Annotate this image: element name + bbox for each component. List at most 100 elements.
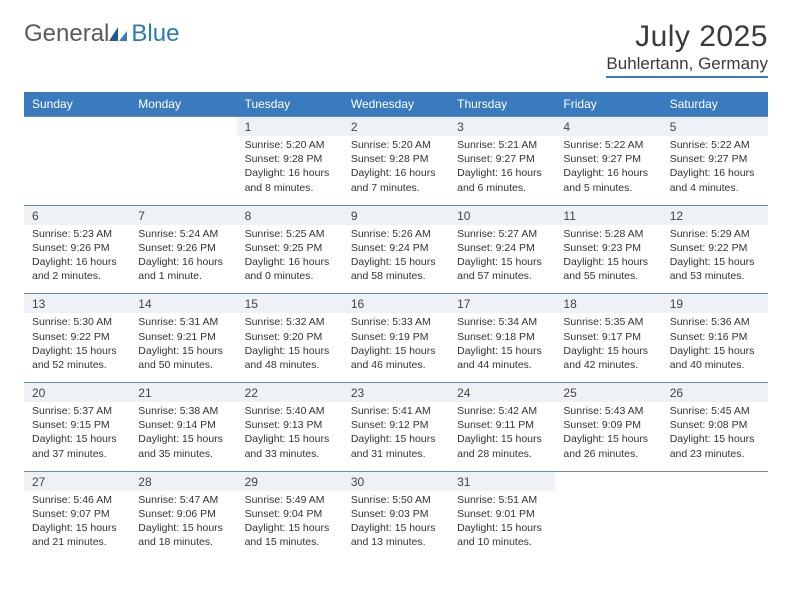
day-number: 26 [662, 383, 768, 403]
day-cell: Sunrise: 5:34 AMSunset: 9:18 PMDaylight:… [449, 313, 555, 382]
day-info-line: Daylight: 15 hours [457, 344, 547, 358]
day-info-line: and 42 minutes. [563, 358, 653, 372]
day-number: 29 [237, 471, 343, 491]
day-info-line: Sunrise: 5:41 AM [351, 404, 441, 418]
day-info-line: Sunset: 9:17 PM [563, 330, 653, 344]
day-cell [555, 491, 661, 560]
day-info-line: Sunset: 9:13 PM [245, 418, 335, 432]
day-cell: Sunrise: 5:51 AMSunset: 9:01 PMDaylight:… [449, 491, 555, 560]
day-cell: Sunrise: 5:26 AMSunset: 9:24 PMDaylight:… [343, 225, 449, 294]
day-cell [662, 491, 768, 560]
day-info-line: Sunrise: 5:31 AM [138, 315, 228, 329]
day-info-line: Sunrise: 5:47 AM [138, 493, 228, 507]
day-number: 8 [237, 205, 343, 225]
day-info-line: and 15 minutes. [245, 535, 335, 549]
day-info-line: and 13 minutes. [351, 535, 441, 549]
day-info-line: Daylight: 15 hours [138, 432, 228, 446]
day-number: 24 [449, 383, 555, 403]
day-info-line: Daylight: 15 hours [351, 344, 441, 358]
day-number: 30 [343, 471, 449, 491]
day-info-line: Sunrise: 5:35 AM [563, 315, 653, 329]
day-info-line: Sunset: 9:07 PM [32, 507, 122, 521]
day-cell: Sunrise: 5:33 AMSunset: 9:19 PMDaylight:… [343, 313, 449, 382]
day-info-line: Sunset: 9:15 PM [32, 418, 122, 432]
day-info-line: Sunrise: 5:22 AM [563, 138, 653, 152]
day-info-line: and 21 minutes. [32, 535, 122, 549]
day-cell: Sunrise: 5:32 AMSunset: 9:20 PMDaylight:… [237, 313, 343, 382]
day-info-line: and 58 minutes. [351, 269, 441, 283]
day-info-line: Sunrise: 5:27 AM [457, 227, 547, 241]
day-number-row: 6789101112 [24, 205, 768, 225]
day-number [555, 471, 661, 491]
logo-sail-icon [107, 25, 129, 43]
day-cell: Sunrise: 5:25 AMSunset: 9:25 PMDaylight:… [237, 225, 343, 294]
day-info-line: Sunrise: 5:25 AM [245, 227, 335, 241]
day-info-line: Daylight: 15 hours [563, 432, 653, 446]
day-info-line: Sunset: 9:09 PM [563, 418, 653, 432]
day-info-line: Sunrise: 5:22 AM [670, 138, 760, 152]
day-content-row: Sunrise: 5:37 AMSunset: 9:15 PMDaylight:… [24, 402, 768, 471]
day-info-line: Sunset: 9:25 PM [245, 241, 335, 255]
day-number-row: 2728293031 [24, 471, 768, 491]
day-cell: Sunrise: 5:47 AMSunset: 9:06 PMDaylight:… [130, 491, 236, 560]
day-info-line: Daylight: 15 hours [351, 521, 441, 535]
day-info-line: Daylight: 16 hours [138, 255, 228, 269]
day-number: 27 [24, 471, 130, 491]
day-info-line: Sunset: 9:14 PM [138, 418, 228, 432]
day-info-line: Daylight: 15 hours [351, 432, 441, 446]
day-info-line: Sunrise: 5:20 AM [245, 138, 335, 152]
day-cell: Sunrise: 5:37 AMSunset: 9:15 PMDaylight:… [24, 402, 130, 471]
day-cell [24, 136, 130, 205]
day-cell: Sunrise: 5:45 AMSunset: 9:08 PMDaylight:… [662, 402, 768, 471]
day-info-line: Sunrise: 5:40 AM [245, 404, 335, 418]
location: Buhlertann, Germany [606, 54, 768, 74]
day-info-line: Sunset: 9:08 PM [670, 418, 760, 432]
day-number: 31 [449, 471, 555, 491]
day-info-line: Sunset: 9:20 PM [245, 330, 335, 344]
day-info-line: and 7 minutes. [351, 181, 441, 195]
day-header: Wednesday [343, 92, 449, 117]
day-number: 25 [555, 383, 661, 403]
day-info-line: Sunset: 9:18 PM [457, 330, 547, 344]
day-info-line: Sunrise: 5:33 AM [351, 315, 441, 329]
day-cell: Sunrise: 5:49 AMSunset: 9:04 PMDaylight:… [237, 491, 343, 560]
day-number: 11 [555, 205, 661, 225]
day-cell: Sunrise: 5:30 AMSunset: 9:22 PMDaylight:… [24, 313, 130, 382]
day-info-line: Daylight: 16 hours [351, 166, 441, 180]
day-info-line: Sunset: 9:21 PM [138, 330, 228, 344]
day-cell: Sunrise: 5:43 AMSunset: 9:09 PMDaylight:… [555, 402, 661, 471]
header: General Blue July 2025 Buhlertann, Germa… [24, 20, 768, 78]
day-number: 14 [130, 294, 236, 314]
day-cell: Sunrise: 5:20 AMSunset: 9:28 PMDaylight:… [343, 136, 449, 205]
day-cell: Sunrise: 5:22 AMSunset: 9:27 PMDaylight:… [662, 136, 768, 205]
day-info-line: and 55 minutes. [563, 269, 653, 283]
day-number: 23 [343, 383, 449, 403]
day-info-line: Sunrise: 5:32 AM [245, 315, 335, 329]
day-number: 4 [555, 117, 661, 137]
day-cell: Sunrise: 5:35 AMSunset: 9:17 PMDaylight:… [555, 313, 661, 382]
day-info-line: and 4 minutes. [670, 181, 760, 195]
day-info-line: Daylight: 15 hours [245, 344, 335, 358]
day-info-line: Daylight: 16 hours [32, 255, 122, 269]
day-cell: Sunrise: 5:20 AMSunset: 9:28 PMDaylight:… [237, 136, 343, 205]
day-cell: Sunrise: 5:50 AMSunset: 9:03 PMDaylight:… [343, 491, 449, 560]
day-info-line: Sunrise: 5:36 AM [670, 315, 760, 329]
day-info-line: and 8 minutes. [245, 181, 335, 195]
day-number [662, 471, 768, 491]
day-info-line: Sunset: 9:28 PM [245, 152, 335, 166]
day-cell: Sunrise: 5:24 AMSunset: 9:26 PMDaylight:… [130, 225, 236, 294]
day-info-line: Sunset: 9:26 PM [32, 241, 122, 255]
day-info-line: and 6 minutes. [457, 181, 547, 195]
day-info-line: Daylight: 15 hours [457, 521, 547, 535]
day-info-line: Daylight: 15 hours [351, 255, 441, 269]
day-info-line: and 44 minutes. [457, 358, 547, 372]
title-underline [606, 76, 768, 78]
day-info-line: and 52 minutes. [32, 358, 122, 372]
day-info-line: Daylight: 15 hours [670, 255, 760, 269]
day-info-line: and 37 minutes. [32, 447, 122, 461]
day-info-line: Daylight: 15 hours [138, 344, 228, 358]
day-info-line: Sunset: 9:01 PM [457, 507, 547, 521]
day-info-line: Sunset: 9:26 PM [138, 241, 228, 255]
day-info-line: and 31 minutes. [351, 447, 441, 461]
day-info-line: Sunset: 9:24 PM [457, 241, 547, 255]
